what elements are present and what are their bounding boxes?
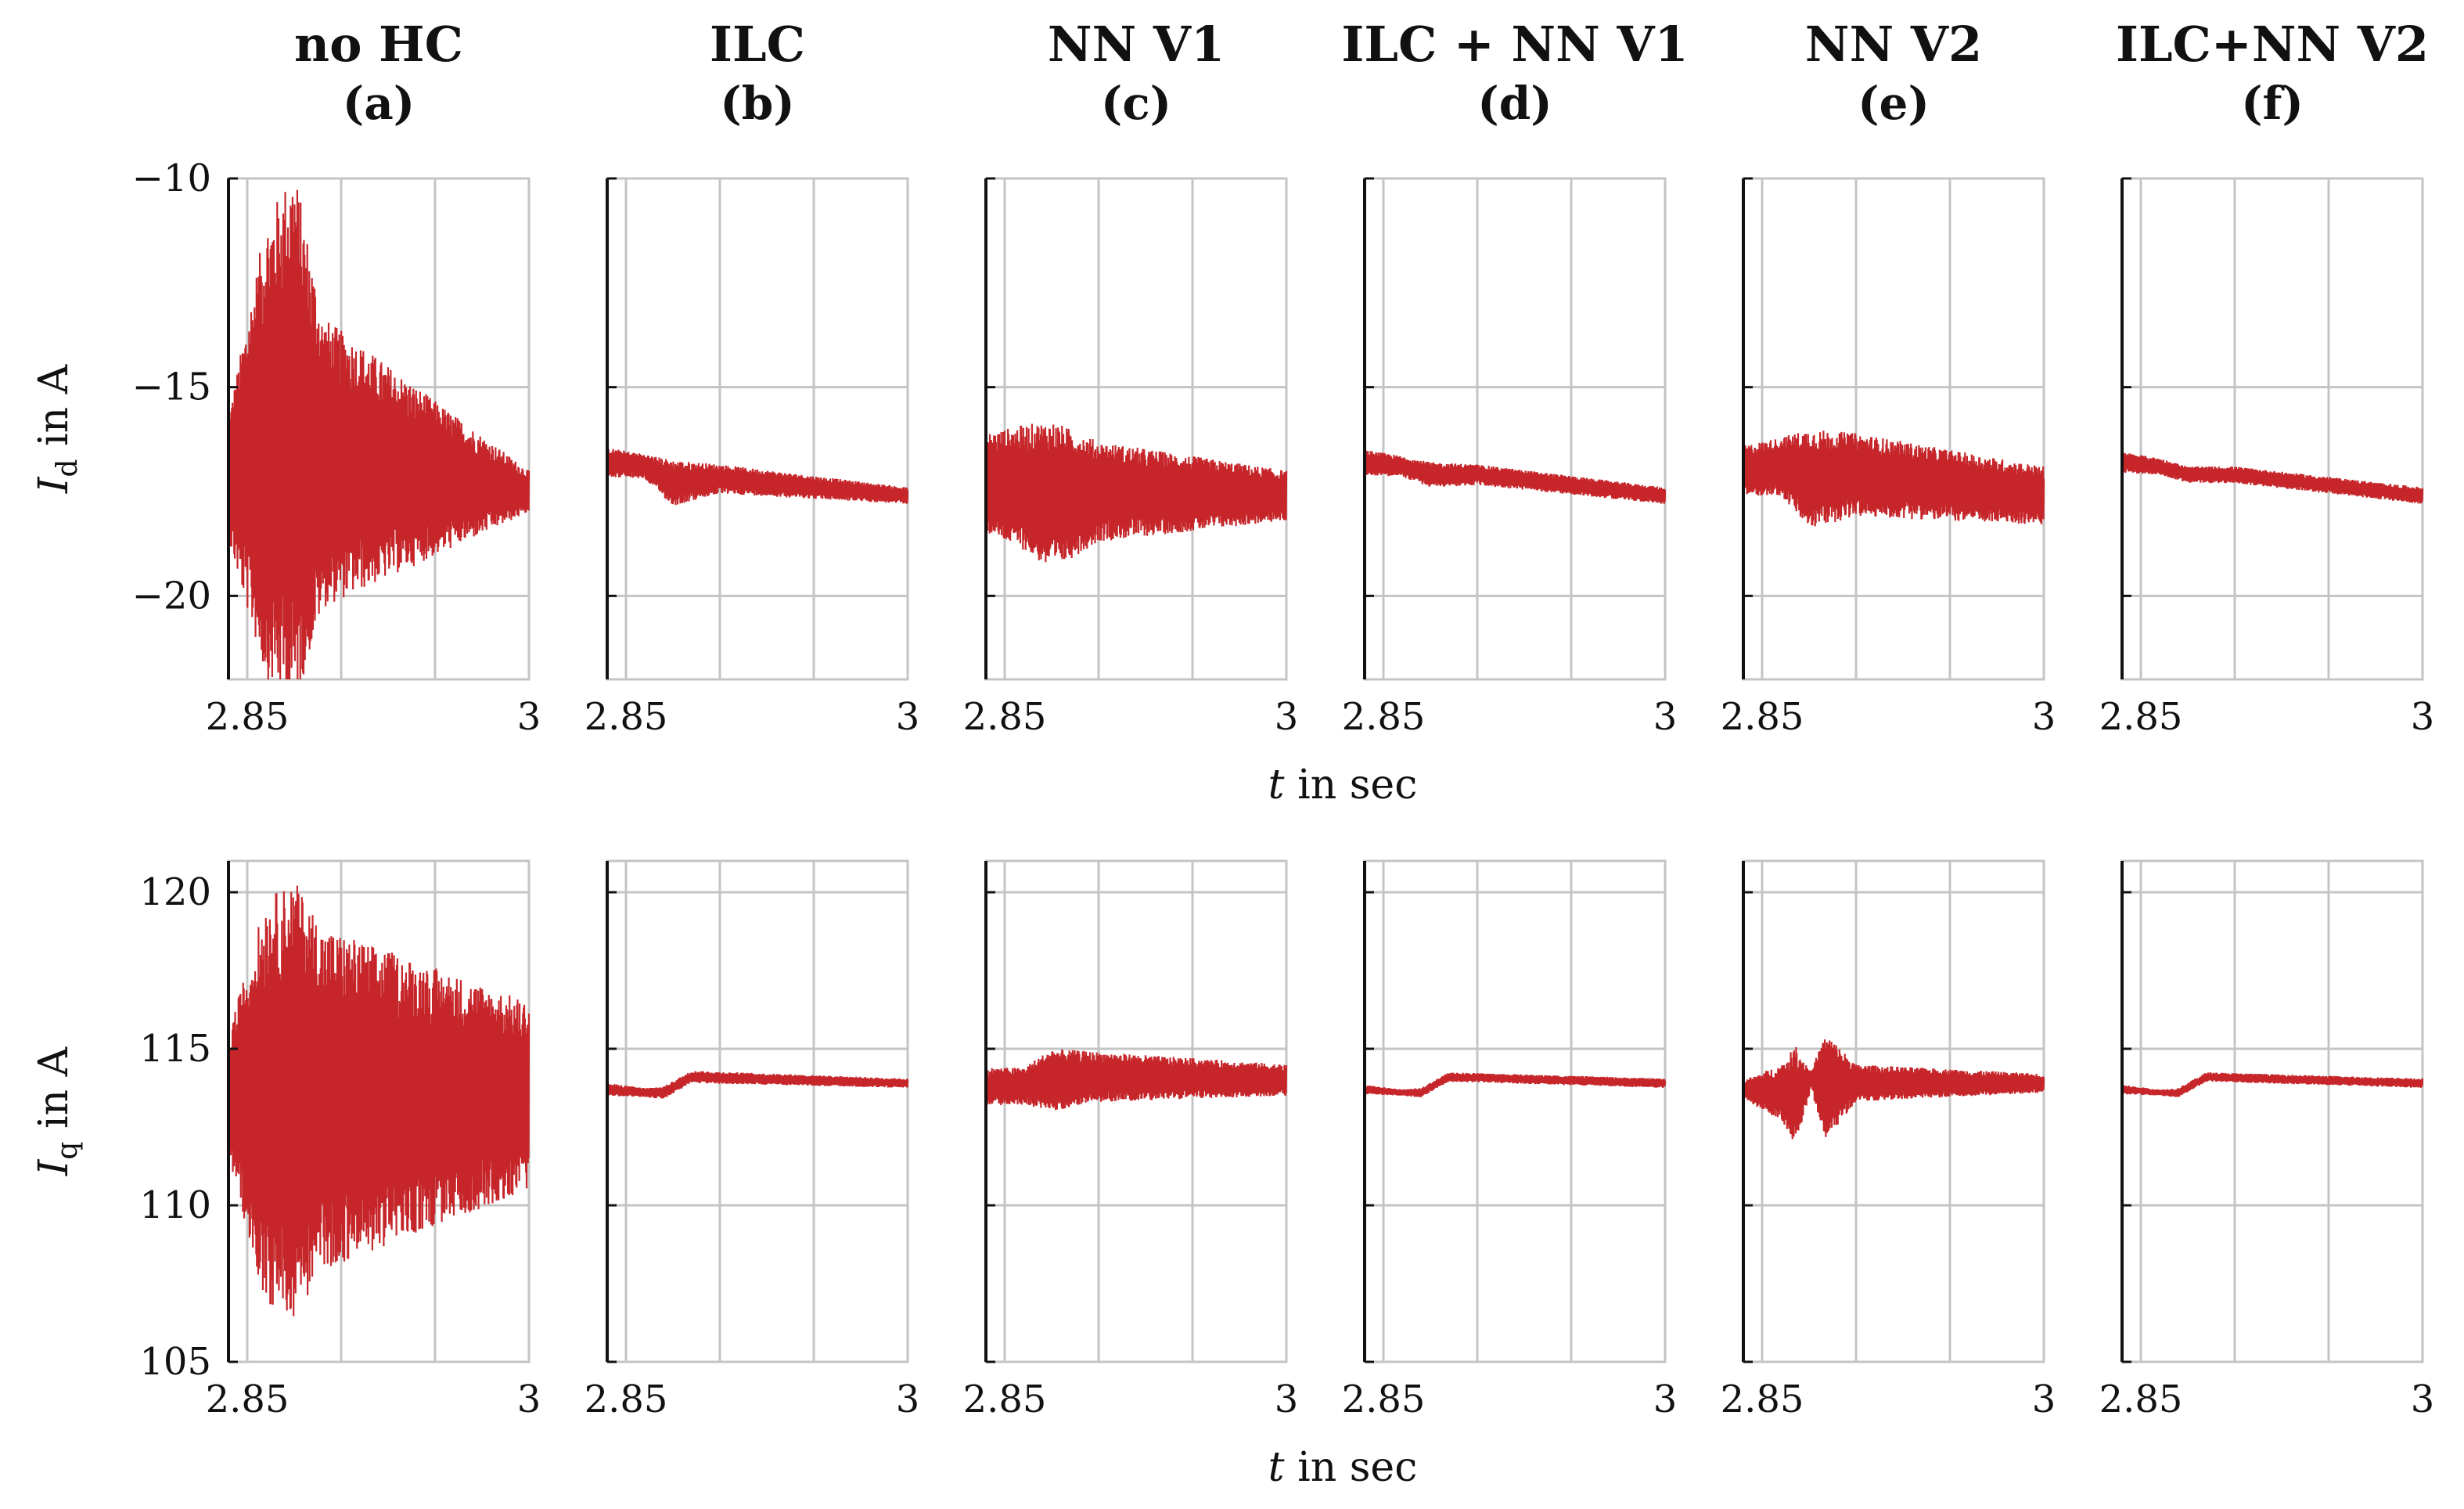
x-axis-unit: in sec (1285, 1444, 1418, 1491)
panel-c-row-1: 2.85 3 (963, 177, 1299, 739)
x-tick-label: 2.85 (585, 1378, 668, 1421)
plot-frame (984, 177, 1288, 681)
panel-c-row-2: 2.85 3 (963, 859, 1299, 1421)
column-letter: (a) (343, 77, 415, 130)
x-tick-label: 2.85 (206, 695, 290, 739)
panel-e-row-1: 2.85 3 (1721, 177, 2056, 739)
plot-frame (606, 859, 909, 1363)
plot-frame (1742, 177, 2045, 681)
x-tick-label: 3 (1653, 695, 1678, 739)
x-tick-label: 2.85 (1721, 695, 1804, 739)
series-line-c (984, 423, 1288, 563)
x-tick-label: 2.85 (585, 695, 668, 739)
y-axis-subscript: q (52, 1142, 84, 1160)
plot-frame (2120, 177, 2424, 681)
series-line-d (1363, 1072, 1667, 1097)
x-tick-label: 3 (517, 695, 541, 739)
series-line-c (984, 1049, 1288, 1111)
x-axis-unit: in sec (1285, 762, 1418, 809)
y-tick-label: −10 (132, 157, 211, 200)
panels: 2.85 3−20−15−102.85 3 2.85 3 2.85 3 2.85 3 2.85 32… (132, 157, 2435, 1421)
series-line-b (606, 1071, 909, 1099)
x-tick-label: 3 (2411, 695, 2435, 739)
x-tick-label: 2.85 (1721, 1378, 1804, 1421)
column-letter: (f) (2241, 77, 2304, 130)
column-letter: (c) (1101, 77, 1171, 130)
column-letter: (e) (1858, 77, 1930, 130)
panel-d-row-1: 2.85 3 (1342, 177, 1678, 739)
x-tick-label: 3 (896, 1378, 920, 1421)
x-tick-label: 2.85 (963, 695, 1047, 739)
series-line-f (2120, 452, 2424, 504)
column-title: no HC (294, 16, 463, 73)
x-tick-label: 3 (517, 1378, 541, 1421)
x-tick-label: 2.85 (2099, 1378, 2183, 1421)
y-tick-label: −20 (132, 574, 211, 618)
plot-frame (1363, 177, 1667, 681)
x-tick-label: 2.85 (206, 1378, 290, 1421)
y-axis-unit: in A (31, 1046, 77, 1141)
y-tick-label: 105 (139, 1340, 211, 1384)
panel-d-row-2: 2.85 3 (1342, 859, 1678, 1421)
x-tick-label: 3 (2032, 695, 2056, 739)
column-title: ILC + NN V1 (1341, 16, 1688, 73)
y-tick-label: −15 (132, 366, 211, 409)
plot-frame (1363, 859, 1667, 1363)
panel-b-row-2: 2.85 3 (585, 859, 920, 1421)
x-axis-title: t in sec (1268, 1444, 1418, 1491)
x-tick-label: 2.85 (1342, 1378, 1426, 1421)
x-tick-label: 3 (2032, 1378, 2056, 1421)
panel-a-row-1: 2.85 3 −20 −15 −10 (132, 157, 541, 739)
series-line-d (1363, 450, 1667, 504)
series-line-e (1742, 430, 2045, 527)
panel-a-row-2: 2.85 3 105 110 115 120 (139, 859, 541, 1421)
column-letter: (b) (720, 77, 794, 130)
y-axis-var: I (31, 1158, 77, 1176)
column-titles: no HC(a) ILC(b) NN V1(c) ILC + NN V1(d) NN V… (294, 16, 2429, 130)
column-title: NN V1 (1048, 16, 1225, 73)
series-line-b (606, 448, 909, 506)
column-title: ILC+NN V2 (2116, 16, 2429, 73)
panel-e-row-2: 2.85 3 (1721, 859, 2056, 1421)
x-tick-label: 3 (896, 695, 920, 739)
x-axis-var: t (1268, 1444, 1285, 1491)
y-tick-label: 115 (139, 1027, 211, 1071)
y-axis-title: Id in A (31, 363, 84, 494)
x-tick-label: 2.85 (2099, 695, 2183, 739)
axis-titles: Id in A t in sec Iq in A t in sec (31, 363, 1417, 1491)
x-tick-label: 3 (1275, 1378, 1299, 1421)
plot-frame (606, 177, 909, 681)
y-axis-var: I (31, 476, 77, 494)
x-axis-title: t in sec (1268, 762, 1418, 809)
y-axis-unit: in A (31, 363, 77, 459)
x-tick-label: 2.85 (963, 1378, 1047, 1421)
y-tick-label: 120 (139, 870, 211, 914)
y-tick-label: 110 (139, 1183, 211, 1227)
x-tick-label: 3 (1653, 1378, 1678, 1421)
x-tick-label: 2.85 (1342, 695, 1426, 739)
y-axis-subscript: d (52, 459, 84, 477)
column-letter: (d) (1477, 77, 1552, 130)
y-axis-title: Iq in A (31, 1046, 84, 1176)
series-line-f (2120, 1072, 2424, 1097)
series-line-e (1742, 1039, 2045, 1140)
column-title: ILC (710, 16, 805, 73)
series-line-a (227, 189, 531, 680)
panel-f-row-2: 2.85 3 (2099, 859, 2435, 1421)
panel-b-row-1: 2.85 3 (585, 177, 920, 739)
column-title: NN V2 (1805, 16, 1982, 73)
panel-f-row-1: 2.85 3 (2099, 177, 2435, 739)
plot-frame (2120, 859, 2424, 1363)
x-tick-label: 3 (2411, 1378, 2435, 1421)
plot-frame (984, 859, 1288, 1363)
x-tick-label: 3 (1275, 695, 1299, 739)
x-axis-var: t (1268, 762, 1285, 809)
series-line-a (227, 885, 531, 1316)
